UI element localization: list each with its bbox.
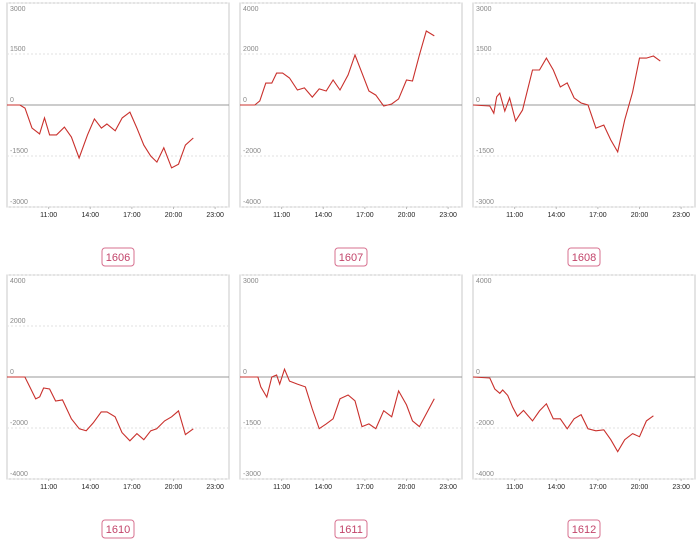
- y-tick-label: -4000: [243, 199, 261, 206]
- y-tick-label: 3000: [476, 6, 492, 13]
- x-tick-label: 17:00: [123, 212, 141, 219]
- x-tick-label: 17:00: [123, 484, 141, 491]
- x-tick-label: 11:00: [40, 212, 57, 219]
- x-tick-label: 17:00: [356, 212, 374, 219]
- chart-panel: 3000 0 -1500 -3000 11:00 14:00 17:00 20:00 23:00…: [239, 274, 463, 539]
- y-tick-label: 0: [476, 369, 480, 376]
- label-box: [567, 247, 601, 267]
- x-tick-label: 17:00: [589, 484, 607, 491]
- x-tick-label: 11:00: [273, 212, 290, 219]
- chart-label: 1611: [339, 524, 363, 536]
- y-tick-label: -1500: [243, 420, 261, 427]
- data-line: [472, 376, 654, 453]
- data-line: [7, 376, 194, 442]
- label-box: [567, 519, 601, 539]
- y-tick-label: -4000: [476, 471, 494, 478]
- y-tick-label: -3000: [243, 471, 261, 478]
- y-tick-label: 0: [243, 97, 247, 104]
- x-tick-label: 20:00: [398, 212, 416, 219]
- y-tick-label: 0: [476, 97, 480, 104]
- chart-panel: 4000 0 -2000 -4000 11:00 14:00 17:00 20:00 23:00…: [472, 274, 696, 539]
- y-tick-label: 3000: [10, 6, 26, 13]
- x-tick-label: 11:00: [506, 484, 523, 491]
- y-tick-label: -2000: [476, 420, 494, 427]
- chart-panel: 4000 2000 0 -2000 -4000 11:00 14:00 17:00 20:00 2…: [6, 274, 230, 539]
- x-tick-label: 20:00: [631, 212, 649, 219]
- x-tick-label: 14:00: [81, 212, 99, 219]
- y-tick-label: -1500: [10, 148, 28, 155]
- y-tick-label: 0: [243, 369, 247, 376]
- x-tick-label: 11:00: [273, 484, 290, 491]
- x-tick-label: 20:00: [165, 212, 183, 219]
- x-tick-label: 23:00: [206, 484, 224, 491]
- x-tick-label: 20:00: [631, 484, 649, 491]
- y-tick-label: -3000: [10, 199, 28, 206]
- y-tick-label: -3000: [476, 199, 494, 206]
- x-tick-label: 14:00: [81, 484, 99, 491]
- x-tick-label: 17:00: [356, 484, 374, 491]
- label-box: [334, 247, 368, 267]
- chart-panel: 3000 1500 0 -1500 -3000 11:00 14:00 17:00 20:00 2…: [6, 2, 230, 267]
- y-tick-label: 0: [10, 97, 14, 104]
- x-tick-label: 23:00: [672, 484, 690, 491]
- y-tick-label: -2000: [243, 148, 261, 155]
- x-tick-label: 23:00: [206, 212, 224, 219]
- x-tick-label: 23:00: [439, 212, 457, 219]
- x-tick-label: 23:00: [439, 484, 457, 491]
- y-tick-label: 1500: [10, 46, 26, 53]
- x-tick-label: 14:00: [314, 212, 332, 219]
- x-tick-label: 17:00: [589, 212, 607, 219]
- y-tick-label: 2000: [10, 318, 26, 325]
- x-tick-label: 14:00: [314, 484, 332, 491]
- x-tick-label: 11:00: [506, 212, 523, 219]
- y-tick-label: 4000: [10, 278, 26, 285]
- x-tick-label: 11:00: [40, 484, 57, 491]
- data-line: [472, 55, 661, 154]
- x-tick-label: 23:00: [672, 212, 690, 219]
- y-tick-label: 1500: [476, 46, 492, 53]
- chart-panel: 4000 2000 0 -2000 -4000 11:00 14:00 17:00 20:00 2…: [239, 2, 463, 267]
- y-tick-label: 4000: [476, 278, 492, 285]
- x-tick-label: 14:00: [547, 484, 565, 491]
- label-box: [101, 247, 135, 267]
- x-tick-label: 14:00: [547, 212, 565, 219]
- y-tick-label: -4000: [10, 471, 28, 478]
- y-tick-label: -2000: [10, 420, 28, 427]
- y-tick-label: -1500: [476, 148, 494, 155]
- y-tick-label: 0: [10, 369, 14, 376]
- x-tick-label: 20:00: [398, 484, 416, 491]
- x-tick-label: 20:00: [165, 484, 183, 491]
- chart-label: 1612: [572, 524, 596, 536]
- data-line: [7, 104, 194, 169]
- label-box: [334, 519, 368, 539]
- y-tick-label: 4000: [243, 6, 259, 13]
- y-tick-label: 3000: [243, 278, 259, 285]
- chart-label: 1608: [572, 252, 596, 264]
- label-box: [101, 519, 135, 539]
- chart-label: 1610: [106, 524, 130, 536]
- chart-label: 1607: [339, 252, 363, 264]
- data-line: [240, 30, 435, 107]
- chart-label: 1606: [106, 252, 130, 264]
- chart-panel: 3000 1500 0 -1500 -3000 11:00 14:00 17:00 20:00 2…: [472, 2, 696, 267]
- y-tick-label: 2000: [243, 46, 259, 53]
- data-line: [240, 367, 435, 430]
